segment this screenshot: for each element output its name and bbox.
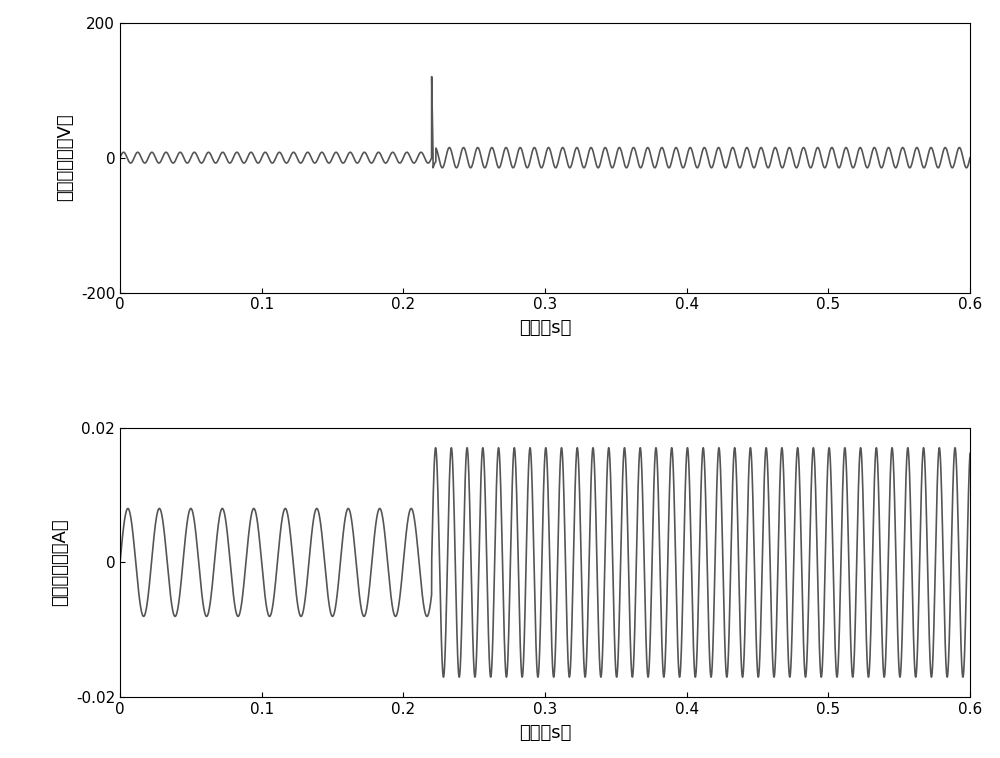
Y-axis label: 支路１电流（A）: 支路１电流（A） (51, 518, 69, 606)
X-axis label: 时间（s）: 时间（s） (519, 724, 571, 742)
X-axis label: 时间（s）: 时间（s） (519, 319, 571, 337)
Y-axis label: 线圈１电压（V）: 线圈１电压（V） (56, 114, 74, 202)
